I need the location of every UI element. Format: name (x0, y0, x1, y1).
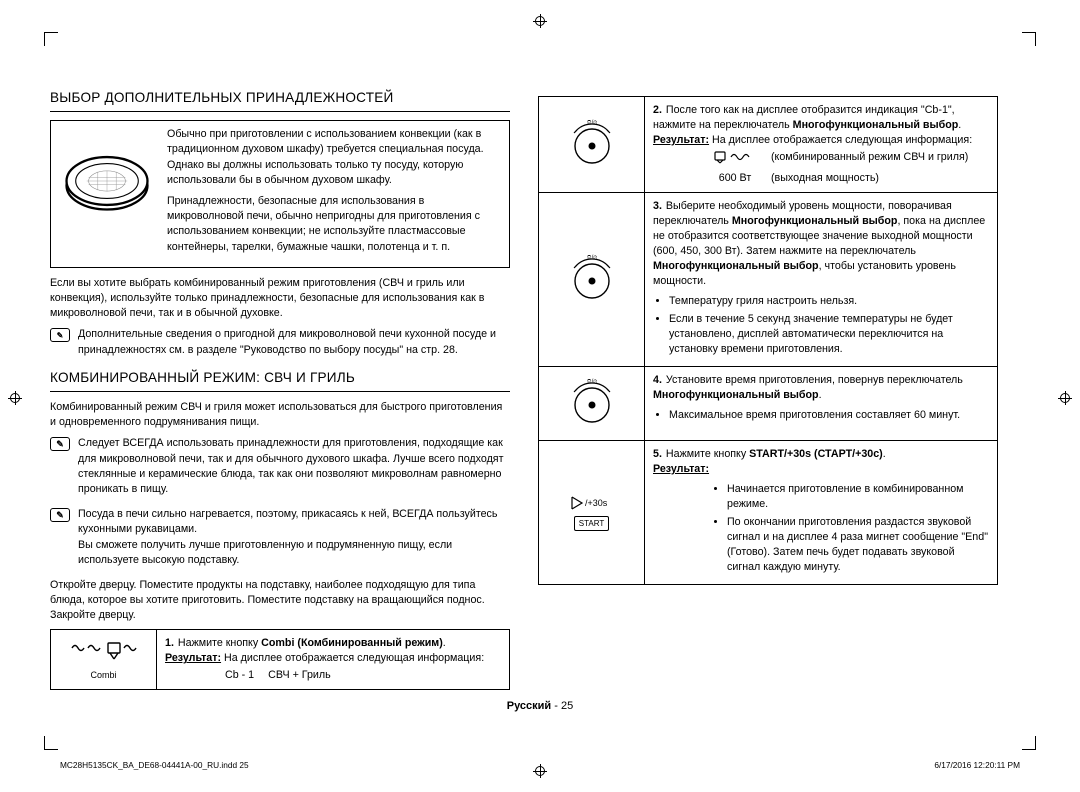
step-3-icon-cell: ⎊/⊘ (539, 192, 645, 366)
crop-mark-br (1018, 732, 1036, 750)
crop-mark-bl (44, 732, 62, 750)
start-label: START (574, 516, 609, 531)
note-always-1: ✎ Следует ВСЕГДА использовать принадлежн… (50, 436, 510, 497)
crop-mark-tl (44, 32, 62, 50)
mw-grill-symbol (713, 150, 757, 169)
svg-text:⎊/⊘: ⎊/⊘ (586, 379, 596, 385)
step-5-body: 5.Нажмите кнопку START/+30s (СТАРТ/+30с)… (645, 440, 998, 584)
page-footer: Русский - 25 (50, 700, 1030, 712)
dial-icon: ⎊/⊘ (563, 249, 621, 307)
power-value: 600 Вт (713, 171, 757, 186)
note-always-2-text: Посуда в печи сильно нагревается, поэтом… (78, 507, 510, 568)
intro-text: Обычно при приготовлении с использование… (167, 127, 503, 261)
svg-text:/+30s: /+30s (585, 498, 608, 508)
registration-mark-top (533, 14, 547, 28)
intro-box: Обычно при приготовлении с использование… (50, 120, 510, 268)
step4-bullet-1: Максимальное время приготовления составл… (669, 408, 989, 423)
heading-combi: КОМБИНИРОВАННЫЙ РЕЖИМ: СВЧ И ГРИЛЬ (50, 368, 510, 392)
combi-label: Combi (59, 669, 148, 682)
svg-text:⎊/⊘: ⎊/⊘ (586, 255, 596, 261)
step-1-icon-cell: Combi (51, 630, 157, 690)
step-2-row: ⎊/⊘ 2.После того как на дисплее отобрази… (539, 97, 998, 193)
step-1-body: 1.Нажмите кнопку Combi (Комбинированный … (157, 630, 510, 690)
intro-para-1: Обычно при приготовлении с использование… (167, 127, 503, 188)
registration-mark-right (1058, 391, 1072, 405)
turntable-illustration (57, 127, 157, 235)
note-always-2: ✎ Посуда в печи сильно нагревается, поэт… (50, 507, 510, 568)
step-3-row: ⎊/⊘ 3.Выберите необходимый уровень мощно… (539, 192, 998, 366)
print-file: MC28H5135CK_BA_DE68-04441A-00_RU.indd 25 (60, 760, 249, 770)
intro-para-2: Принадлежности, безопасные для использов… (167, 194, 503, 255)
dial-icon: ⎊/⊘ (563, 114, 621, 172)
svg-text:⎊/⊘: ⎊/⊘ (586, 120, 596, 126)
print-metadata: MC28H5135CK_BA_DE68-04441A-00_RU.indd 25… (60, 760, 1020, 770)
crop-mark-tr (1018, 32, 1036, 50)
print-timestamp: 6/17/2016 12:20:11 PM (934, 760, 1020, 770)
step-2-icon-cell: ⎊/⊘ (539, 97, 645, 193)
note-icon: ✎ (50, 508, 70, 522)
steps-2-5-table: ⎊/⊘ 2.После того как на дисплее отобрази… (538, 96, 998, 585)
left-column: ВЫБОР ДОПОЛНИТЕЛЬНЫХ ПРИНАДЛЕЖНОСТЕЙ (50, 40, 510, 690)
combi-icon (68, 638, 140, 666)
note-icon: ✎ (50, 437, 70, 451)
step-5-row: /+30s START 5.Нажмите кнопку START/+30s … (539, 440, 998, 584)
combi-intro: Комбинированный режим СВЧ и гриля может … (50, 400, 510, 430)
step-4-icon-cell: ⎊/⊘ (539, 366, 645, 440)
note-icon: ✎ (50, 328, 70, 342)
step5-bullet-1: Начинается приготовление в комбинированн… (727, 482, 989, 512)
page: ВЫБОР ДОПОЛНИТЕЛЬНЫХ ПРИНАДЛЕЖНОСТЕЙ (0, 0, 1080, 792)
note-cookware-text: Дополнительные сведения о пригодной для … (78, 327, 510, 357)
step-4-body: 4.Установите время приготовления, поверн… (645, 366, 998, 440)
right-column: ⎊/⊘ 2.После того как на дисплее отобрази… (538, 40, 998, 690)
step-1-table: Combi 1.Нажмите кнопку Combi (Комбиниров… (50, 629, 510, 690)
step-4-row: ⎊/⊘ 4.Установите время приготовления, по… (539, 366, 998, 440)
step3-bullet-1: Температуру гриля настроить нельзя. (669, 294, 989, 309)
heading-accessories: ВЫБОР ДОПОЛНИТЕЛЬНЫХ ПРИНАДЛЕЖНОСТЕЙ (50, 88, 510, 112)
step5-bullet-2: По окончании приготовления раздастся зву… (727, 515, 989, 575)
after-intro-para: Если вы хотите выбрать комбинированный р… (50, 276, 510, 322)
note-always-1-text: Следует ВСЕГДА использовать принадлежнос… (78, 436, 510, 497)
start-icon: /+30s (566, 493, 618, 513)
step3-bullet-2: Если в течение 5 секунд значение темпера… (669, 312, 989, 357)
step1-cb: Cb - 1 (225, 668, 254, 683)
step-5-icon-cell: /+30s START (539, 440, 645, 584)
open-door-para: Откройте дверцу. Поместите продукты на п… (50, 578, 510, 624)
step-3-body: 3.Выберите необходимый уровень мощности,… (645, 192, 998, 366)
step1-cb-desc: СВЧ + Гриль (268, 668, 331, 683)
registration-mark-left (8, 391, 22, 405)
note-cookware: ✎ Дополнительные сведения о пригодной дл… (50, 327, 510, 357)
step-2-body: 2.После того как на дисплее отобразится … (645, 97, 998, 193)
dial-icon: ⎊/⊘ (563, 373, 621, 431)
